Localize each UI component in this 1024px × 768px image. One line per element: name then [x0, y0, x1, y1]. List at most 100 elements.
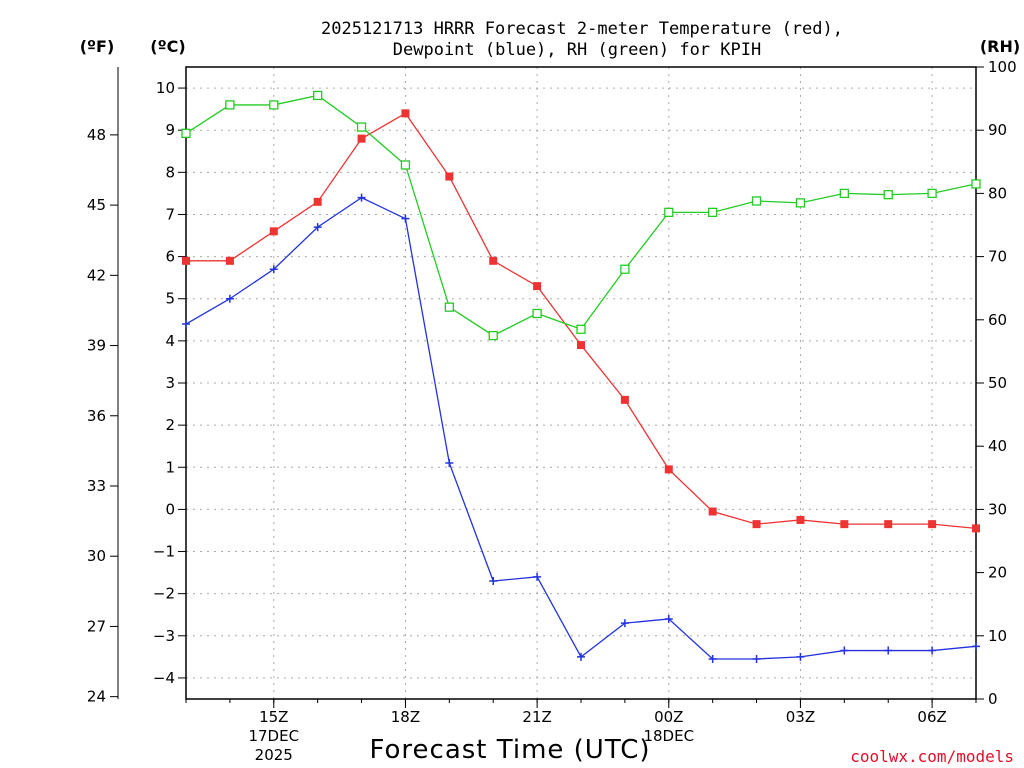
dewpoint-point-5: [401, 214, 410, 223]
rh-point-18: [971, 179, 981, 189]
rh-tick-label-1: 90: [988, 121, 1007, 139]
chart-title-line1: 2025121713 HRRR Forecast 2-meter Tempera…: [321, 19, 843, 39]
axes: 109876543210−1−2−3−448454239363330272410…: [87, 58, 1017, 764]
temperature-point-8: [533, 282, 542, 291]
rh-point-17: [927, 188, 937, 199]
dewpoint-point-12: [708, 654, 717, 663]
unit-rh-label: (RH): [980, 37, 1020, 56]
dewpoint-point-10: [620, 619, 629, 628]
f-tick-label-7: 27: [87, 617, 106, 635]
chart-title-line2: Dewpoint (blue), RH (green) for KPIH: [393, 40, 761, 60]
dewpoint-point-1: [225, 294, 234, 303]
temperature-point-2: [269, 227, 278, 236]
c-tick-label-9: 1: [165, 458, 175, 476]
dewpoint-point-11: [664, 614, 673, 623]
rh-point-14: [795, 198, 806, 208]
dewpoint-point-3: [313, 223, 322, 232]
temperature-point-6: [445, 172, 454, 181]
unit-celsius-label: (ºC): [150, 37, 185, 56]
dewpoint-point-15: [840, 646, 849, 655]
temperature-point-18: [972, 524, 980, 533]
rh-tick-label-10: 0: [988, 690, 998, 708]
x-tick-date-3: 18DEC: [643, 727, 694, 745]
temperature-point-3: [313, 197, 322, 206]
credit-text: coolwx.com/models: [850, 747, 1014, 766]
rh-point-7: [488, 330, 498, 341]
grid-lines: [186, 67, 976, 699]
temperature-point-5: [401, 109, 410, 118]
c-tick-label-6: 4: [165, 332, 175, 350]
dewpoint-point-16: [884, 646, 893, 655]
c-tick-label-4: 6: [165, 248, 175, 266]
temperature-point-14: [796, 515, 805, 524]
c-tick-label-5: 5: [165, 290, 175, 308]
f-tick-label-1: 45: [87, 196, 106, 214]
temperature-line: [186, 112, 977, 530]
rh-point-6: [444, 302, 454, 312]
rh-tick-label-5: 50: [988, 374, 1007, 392]
temperature-point-16: [884, 520, 893, 529]
dewpoint-point-7: [489, 577, 498, 586]
dewpoint-point-13: [752, 654, 761, 663]
rh-tick-label-6: 40: [988, 437, 1007, 455]
rh-point-13: [751, 196, 762, 206]
c-tick-label-8: 2: [165, 416, 175, 434]
temperature-point-9: [577, 341, 585, 350]
temperature-point-17: [928, 520, 937, 529]
f-tick-label-3: 39: [87, 337, 106, 355]
f-tick-label-4: 36: [87, 407, 106, 425]
rh-point-10: [620, 264, 630, 274]
c-tick-label-13: −3: [153, 627, 175, 645]
f-tick-label-6: 30: [87, 547, 106, 565]
temperature-point-7: [489, 256, 498, 265]
rh-tick-label-0: 100: [988, 58, 1017, 76]
rh-point-9: [576, 324, 586, 334]
rh-point-12: [708, 207, 718, 218]
c-tick-label-12: −2: [153, 585, 175, 603]
x-tick-date-0: 17DEC: [248, 727, 299, 745]
c-tick-label-2: 8: [165, 163, 175, 181]
unit-fahrenheit-label: (ºF): [80, 37, 115, 56]
plot-frame: [185, 66, 977, 700]
rh-point-11: [664, 207, 674, 218]
dewpoint-point-4: [357, 193, 366, 202]
x-axis-label: Forecast Time (UTC): [369, 735, 650, 765]
temperature-point-0: [182, 256, 190, 265]
dewpoint-point-0: [182, 320, 190, 329]
series-markers: [181, 90, 981, 663]
f-tick-label-8: 24: [87, 688, 106, 706]
x-tick-label-1: 18Z: [391, 708, 420, 726]
f-tick-label-2: 42: [87, 266, 106, 284]
rh-tick-label-9: 10: [988, 627, 1007, 645]
rh-point-5: [400, 160, 411, 170]
series-lines: [185, 94, 977, 660]
rh-point-2: [269, 100, 279, 110]
dewpoint-point-6: [445, 459, 454, 468]
x-tick-label-4: 03Z: [786, 708, 815, 726]
rh-point-0: [181, 128, 191, 139]
rh-tick-label-4: 60: [988, 311, 1007, 329]
dewpoint-point-14: [796, 652, 805, 661]
c-tick-label-1: 9: [165, 121, 175, 139]
rh-line: [185, 94, 977, 337]
dewpoint-point-8: [533, 572, 542, 581]
rh-point-3: [313, 90, 323, 101]
dewpoint-point-2: [269, 265, 278, 274]
c-tick-label-14: −4: [153, 669, 175, 687]
rh-point-15: [839, 188, 849, 199]
c-tick-label-0: 10: [156, 79, 175, 97]
temperature-point-1: [225, 256, 234, 265]
x-tick-year-0: 2025: [255, 746, 293, 764]
dewpoint-point-18: [972, 642, 980, 651]
temperature-point-12: [708, 507, 717, 516]
rh-point-4: [356, 122, 367, 132]
rh-point-16: [883, 190, 893, 200]
rh-point-8: [532, 308, 542, 319]
rh-tick-label-3: 70: [988, 248, 1007, 266]
f-tick-label-0: 48: [87, 126, 106, 144]
temperature-point-15: [840, 520, 849, 529]
dewpoint-point-9: [577, 652, 585, 661]
x-tick-label-5: 06Z: [917, 708, 946, 726]
rh-tick-label-7: 30: [988, 500, 1007, 518]
rh-tick-label-2: 80: [988, 184, 1007, 202]
